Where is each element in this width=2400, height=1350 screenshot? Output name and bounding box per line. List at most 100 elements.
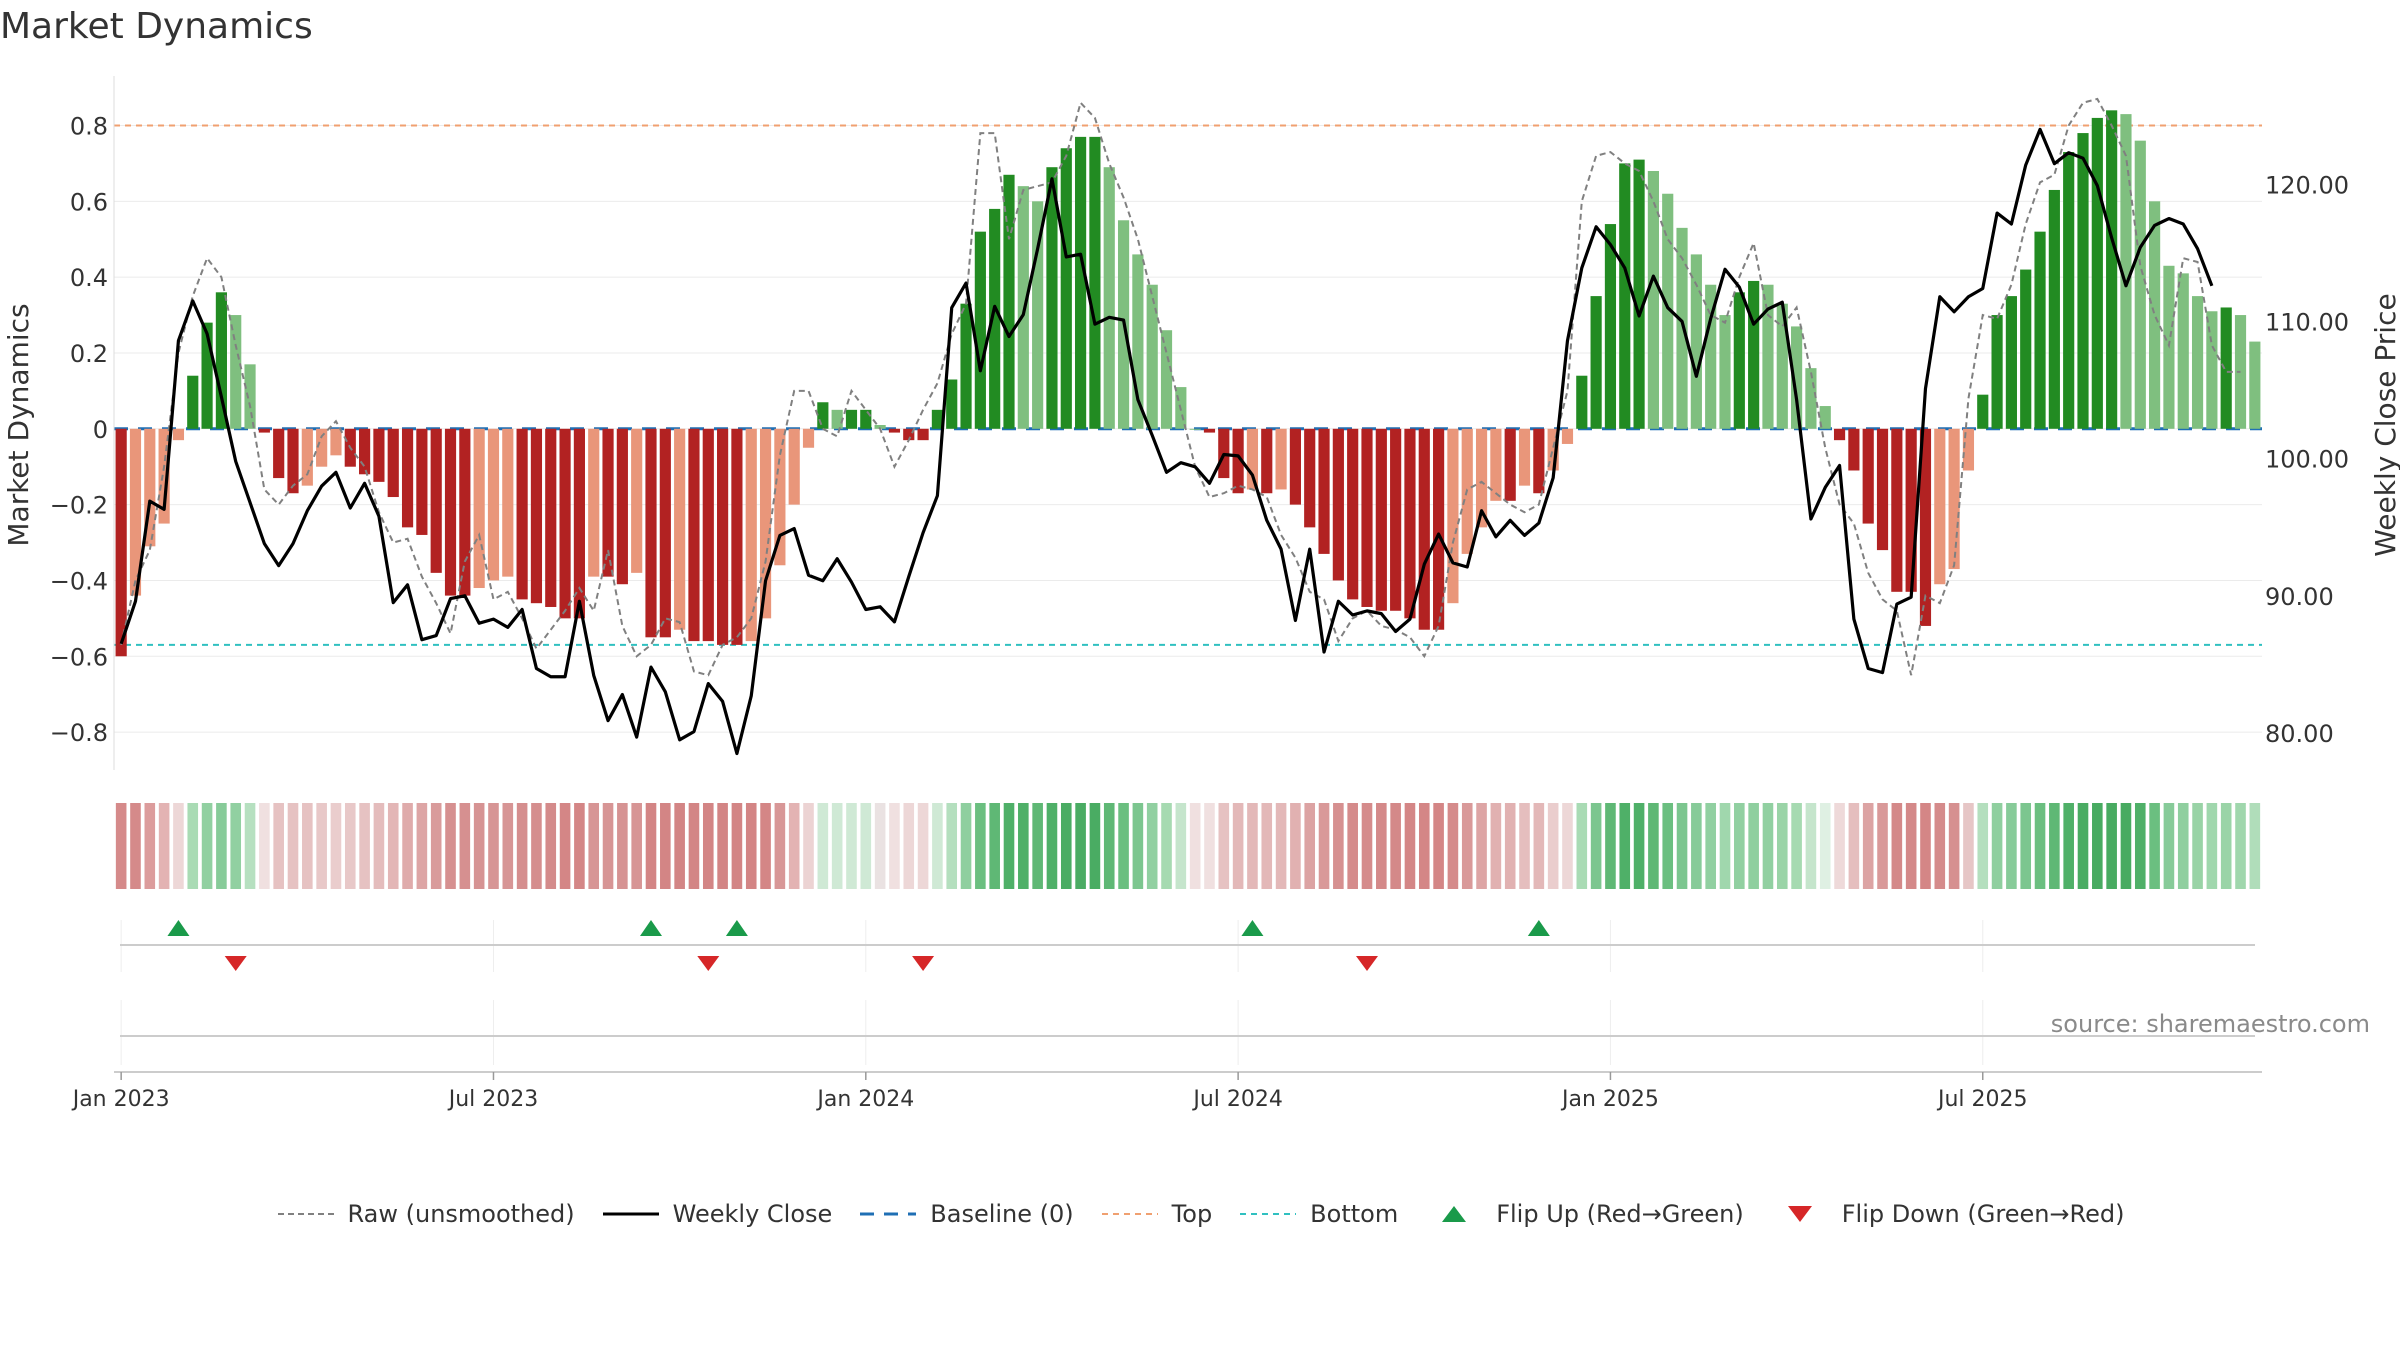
strip-cell	[2177, 803, 2189, 889]
raw-legend-swatch	[277, 1213, 334, 1215]
y2-axis-label: Weekly Close Price	[2369, 293, 2400, 556]
strip-cell	[1648, 803, 1659, 889]
strip-cell	[1791, 803, 1802, 889]
dynamics-bar	[903, 428, 915, 441]
strip-cell	[1032, 803, 1043, 889]
flip-markers-panel	[120, 920, 2255, 972]
legend-item-bottom: Bottom	[1238, 1200, 1398, 1228]
strip-cell	[2249, 803, 2261, 889]
strip-cell	[1146, 803, 1158, 889]
legend-item-close: Weekly Close	[601, 1200, 832, 1228]
y2-tick-label: 110.00	[2265, 308, 2349, 336]
strip-cell	[1734, 803, 1745, 889]
strip-cell	[1361, 803, 1373, 889]
close-legend-swatch	[602, 1212, 659, 1216]
legend-item-top: Top	[1100, 1200, 1213, 1228]
strip-cell	[2235, 803, 2246, 889]
strip-cell	[731, 803, 743, 889]
strip-cell	[1991, 803, 2003, 889]
legend-label: Bottom	[1310, 1200, 1399, 1228]
flip-down-marker	[697, 956, 720, 971]
strip-cell	[1318, 803, 1330, 889]
strip-cell	[1691, 803, 1702, 889]
dynamics-bar	[1633, 159, 1645, 429]
strip-cell	[2106, 803, 2117, 889]
strip-cell	[1204, 803, 1215, 889]
dynamics-bar	[287, 428, 299, 494]
strip-cell	[2192, 803, 2203, 889]
x-tick-label: Jul 2025	[1936, 1087, 2028, 1112]
strip-cell	[531, 803, 542, 889]
dynamics-bar	[1404, 428, 1416, 619]
strip-cell	[2092, 803, 2103, 889]
strip-cell	[330, 803, 342, 889]
dynamics-bar	[1361, 428, 1373, 607]
strip-cell	[2206, 803, 2218, 889]
strip-cell	[473, 803, 485, 889]
dynamics-bar	[1862, 428, 1874, 524]
dynamics-bar	[788, 428, 800, 505]
x-tick-label: Jul 2024	[1191, 1087, 1283, 1112]
dynamics-bar	[1561, 428, 1574, 444]
legend-label: Flip Down (Green→Red)	[1841, 1200, 2125, 1228]
strip-cell	[831, 803, 843, 889]
dynamics-bar	[2063, 152, 2075, 429]
date-axis: Jan 2023 Jul 2023 Jan 2024 Jul 2024 Jan 2025…	[71, 1071, 2262, 1112]
strip-cell	[1476, 803, 1487, 889]
dynamics-bar	[1905, 428, 1917, 592]
dynamics-bar	[1934, 428, 1946, 585]
strip-cell	[1003, 803, 1015, 889]
dynamics-bar	[1075, 136, 1087, 429]
dynamics-bar	[502, 428, 514, 577]
legend-label: Baseline (0)	[930, 1200, 1074, 1228]
dynamics-bar	[1733, 292, 1745, 429]
y-axis-label: Market Dynamics	[2, 303, 35, 546]
y-tick-label: −0.2	[50, 492, 108, 520]
flip-up-icon	[1442, 1206, 1467, 1222]
dynamics-bar	[1791, 326, 1803, 429]
dynamics-bar	[960, 303, 972, 429]
baseline-legend-swatch	[860, 1212, 917, 1216]
dynamics-bar	[573, 428, 585, 619]
dynamics-bar	[1418, 428, 1430, 630]
flip-down-marker	[224, 956, 247, 971]
strip-cell	[1948, 803, 1960, 889]
strip-cell	[1776, 803, 1788, 889]
dynamics-bar	[1833, 428, 1846, 441]
strip-cell	[1877, 803, 1888, 889]
strip-cell	[201, 803, 213, 889]
strip-cell	[1719, 803, 1731, 889]
dynamics-bar	[1962, 428, 1975, 471]
strip-cell	[1562, 803, 1573, 889]
dynamics-bar	[1504, 428, 1516, 501]
dynamics-bar	[2005, 296, 2017, 429]
y-tick-label: 0.6	[70, 188, 108, 216]
strip-cell	[1418, 803, 1430, 889]
strip-cell	[1018, 803, 1029, 889]
dynamics-bar	[444, 428, 457, 596]
dynamics-bar	[1375, 428, 1387, 611]
dynamics-bar	[1246, 428, 1259, 490]
dynamics-bar	[2091, 117, 2103, 429]
legend-item-flipdown: Flip Down (Green→Red)	[1770, 1200, 2125, 1228]
dynamics-bar	[1447, 428, 1459, 604]
dynamics-bar	[1304, 428, 1316, 528]
strip-cell	[359, 803, 370, 889]
legend-label: Top	[1171, 1200, 1213, 1228]
strip-cell	[1390, 803, 1401, 889]
strip-cell	[1218, 803, 1230, 889]
strip-cell	[1490, 803, 1502, 889]
dynamics-bar	[1003, 174, 1015, 429]
strip-cell	[1963, 803, 1974, 889]
dynamics-bar	[2034, 231, 2046, 429]
dynamics-bar	[2249, 341, 2261, 429]
strip-cell	[745, 803, 757, 889]
dynamics-bar	[659, 428, 671, 638]
dynamics-bar	[1977, 394, 1989, 429]
strip-cell	[1103, 803, 1115, 889]
strip-cell	[932, 803, 943, 889]
dynamics-bar	[588, 428, 600, 577]
dynamics-bar	[645, 428, 657, 638]
dynamics-bar	[1604, 224, 1617, 429]
dynamics-bar	[559, 428, 571, 619]
